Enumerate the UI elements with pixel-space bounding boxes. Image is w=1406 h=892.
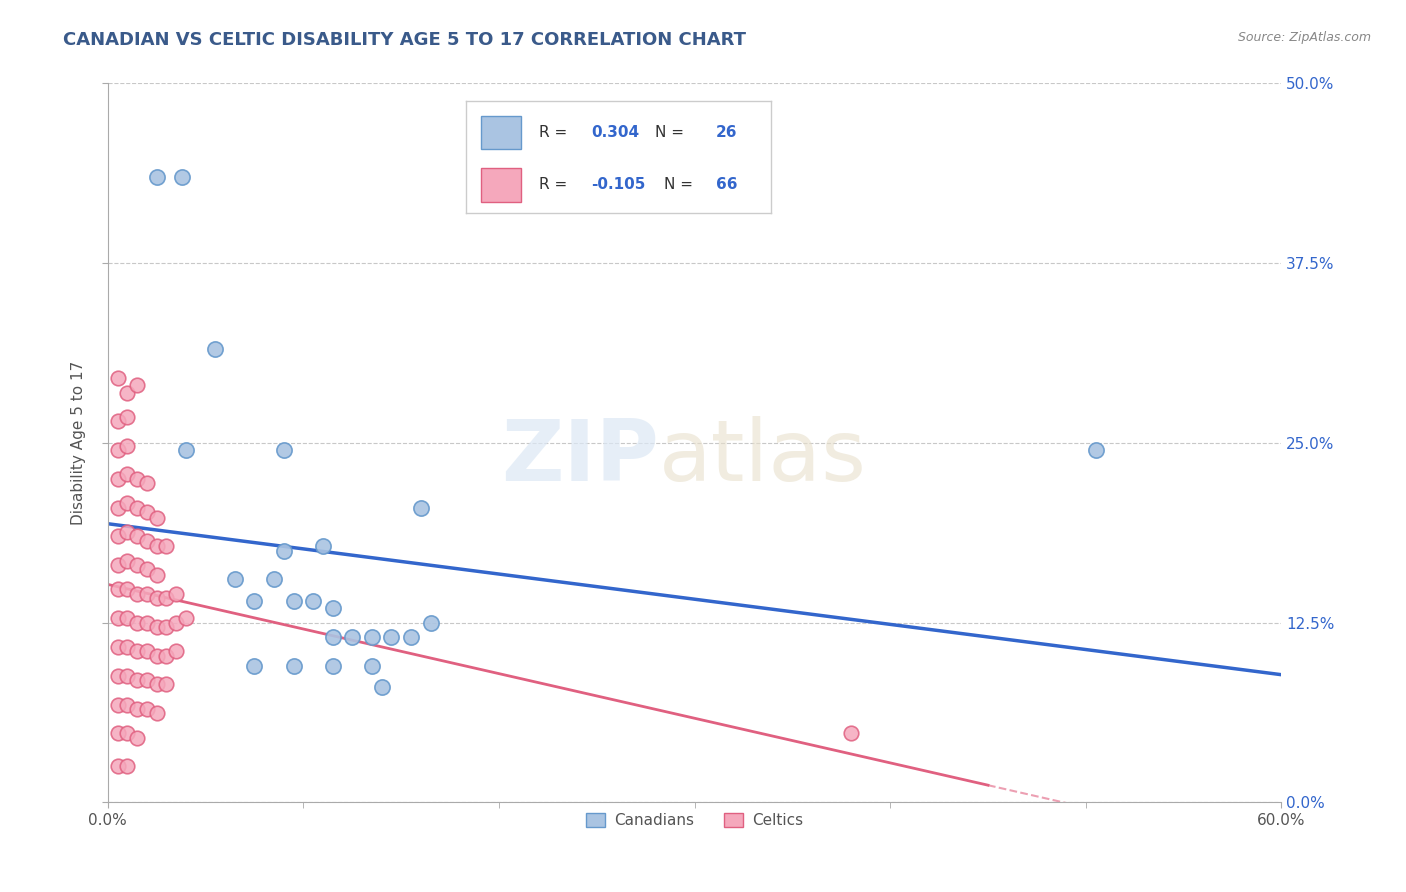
Text: CANADIAN VS CELTIC DISABILITY AGE 5 TO 17 CORRELATION CHART: CANADIAN VS CELTIC DISABILITY AGE 5 TO 1… — [63, 31, 747, 49]
Point — [117, 582, 139, 597]
Point — [107, 582, 129, 597]
Point — [117, 698, 139, 712]
Point — [322, 630, 344, 644]
Point — [155, 648, 177, 663]
Point — [419, 615, 441, 630]
Point — [107, 726, 129, 740]
Text: Source: ZipAtlas.com: Source: ZipAtlas.com — [1237, 31, 1371, 45]
Point — [135, 615, 157, 630]
Point — [127, 378, 149, 392]
Point — [107, 414, 129, 428]
Point — [135, 562, 157, 576]
Point — [107, 759, 129, 773]
Point — [117, 640, 139, 654]
Point — [127, 702, 149, 716]
Text: atlas: atlas — [659, 416, 868, 499]
Point — [127, 587, 149, 601]
Point — [145, 706, 167, 720]
Point — [145, 591, 167, 606]
Point — [155, 677, 177, 691]
Point — [127, 500, 149, 515]
Point — [145, 677, 167, 691]
Point — [204, 343, 226, 357]
Point — [322, 658, 344, 673]
Y-axis label: Disability Age 5 to 17: Disability Age 5 to 17 — [72, 360, 86, 525]
Point — [135, 673, 157, 687]
Point — [165, 644, 187, 658]
Point — [145, 169, 167, 184]
Point — [283, 594, 305, 608]
Point — [360, 630, 382, 644]
Point — [165, 587, 187, 601]
Point — [370, 680, 392, 694]
Point — [145, 510, 167, 524]
Point — [273, 543, 295, 558]
Point — [117, 669, 139, 683]
Point — [107, 698, 129, 712]
Point — [127, 673, 149, 687]
Point — [322, 601, 344, 615]
Point — [839, 726, 862, 740]
Point — [117, 385, 139, 400]
Point — [127, 615, 149, 630]
Point — [107, 443, 129, 458]
Point — [174, 443, 197, 458]
Point — [380, 630, 402, 644]
Point — [127, 731, 149, 745]
Point — [263, 573, 285, 587]
Point — [107, 640, 129, 654]
Point — [117, 496, 139, 510]
Point — [155, 540, 177, 554]
Point — [145, 620, 167, 634]
Point — [117, 524, 139, 539]
Point — [135, 533, 157, 548]
Point — [117, 611, 139, 625]
Point — [224, 573, 246, 587]
Point — [107, 529, 129, 543]
Point — [155, 620, 177, 634]
Point — [174, 611, 197, 625]
Point — [165, 615, 187, 630]
Point — [145, 540, 167, 554]
Point — [127, 472, 149, 486]
Point — [302, 594, 325, 608]
Point — [135, 587, 157, 601]
Point — [342, 630, 364, 644]
Point — [117, 409, 139, 424]
Point — [117, 759, 139, 773]
Point — [117, 554, 139, 568]
Point — [107, 371, 129, 385]
Point — [107, 611, 129, 625]
Point — [155, 591, 177, 606]
Point — [1084, 443, 1107, 458]
Legend: Canadians, Celtics: Canadians, Celtics — [581, 806, 808, 834]
Point — [399, 630, 422, 644]
Point — [172, 169, 194, 184]
Point — [107, 558, 129, 572]
Point — [117, 726, 139, 740]
Point — [117, 467, 139, 482]
Point — [135, 644, 157, 658]
Point — [243, 658, 266, 673]
Text: ZIP: ZIP — [502, 416, 659, 499]
Point — [107, 669, 129, 683]
Point — [135, 505, 157, 519]
Point — [273, 443, 295, 458]
Point — [409, 500, 432, 515]
Point — [145, 648, 167, 663]
Point — [283, 658, 305, 673]
Point — [107, 472, 129, 486]
Point — [243, 594, 266, 608]
Point — [107, 500, 129, 515]
Point — [127, 529, 149, 543]
Point — [117, 439, 139, 453]
Point — [360, 658, 382, 673]
Point — [127, 558, 149, 572]
Point — [135, 476, 157, 491]
Point — [127, 644, 149, 658]
Point — [312, 540, 335, 554]
Point — [135, 702, 157, 716]
Point — [145, 568, 167, 582]
